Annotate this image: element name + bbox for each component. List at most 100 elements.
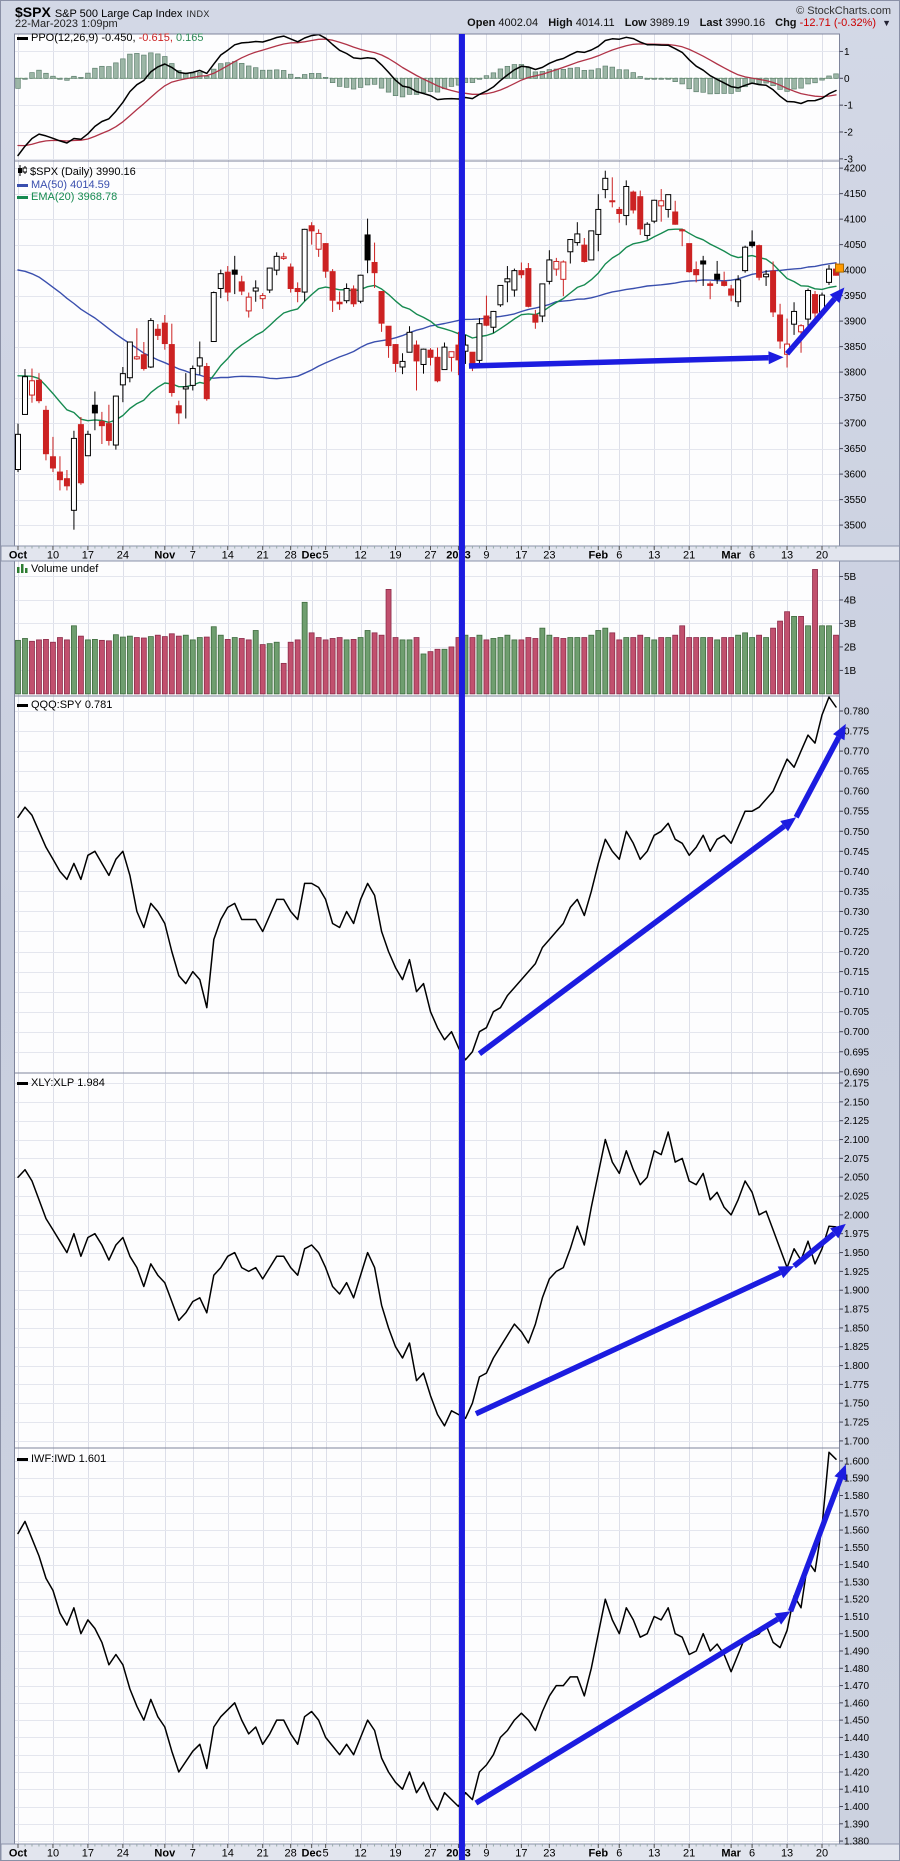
svg-text:21: 21 [683, 1848, 695, 1860]
high-label: High [548, 17, 573, 29]
svg-text:0.700: 0.700 [844, 1027, 869, 1038]
svg-text:21: 21 [257, 550, 269, 562]
svg-text:1.850: 1.850 [844, 1323, 869, 1334]
chart-datetime: 22-Mar-2023 1:09pm [15, 18, 118, 30]
svg-text:1.400: 1.400 [844, 1802, 869, 1813]
qqq-panel [14, 696, 840, 1073]
svg-text:21: 21 [257, 1848, 269, 1860]
svg-text:1.550: 1.550 [844, 1543, 869, 1554]
vol-y-axis: 5B 4B 3B 2B 1B [839, 572, 857, 677]
svg-text:0.750: 0.750 [844, 827, 869, 838]
svg-text:1.460: 1.460 [844, 1698, 869, 1709]
svg-text:0.720: 0.720 [844, 947, 869, 958]
volume-value: undef [70, 563, 99, 575]
vertical-annotation-line[interactable] [458, 34, 465, 1861]
ma50-value: 4014.59 [70, 179, 110, 191]
svg-text:1.750: 1.750 [844, 1399, 869, 1410]
svg-text:20: 20 [816, 1848, 828, 1860]
ema20-value: 3968.78 [77, 191, 118, 203]
svg-text:9: 9 [483, 550, 489, 562]
candlestick-icon [17, 165, 28, 179]
svg-text:0.710: 0.710 [844, 987, 869, 998]
iwf-iwd-title: IWF:IWD [31, 1453, 76, 1465]
svg-text:27: 27 [424, 550, 436, 562]
svg-text:1.950: 1.950 [844, 1248, 869, 1259]
qqq-spy-value: 0.781 [84, 699, 113, 711]
svg-text:13: 13 [648, 550, 660, 562]
svg-text:Oct: Oct [9, 550, 28, 562]
svg-text:20: 20 [816, 550, 828, 562]
date-axis: Oct 10 17 24 Nov 7 14 21 28 Dec 5 12 19 27 2023 9 17 23 Fe… [1, 545, 899, 562]
svg-text:3600: 3600 [844, 470, 867, 481]
svg-text:21: 21 [683, 550, 695, 562]
svg-text:2.125: 2.125 [844, 1116, 869, 1127]
ppo-title: PPO(12,26,9) [31, 32, 99, 44]
svg-text:1.380: 1.380 [844, 1837, 869, 1848]
svg-text:2.100: 2.100 [844, 1135, 869, 1146]
svg-text:1.440: 1.440 [844, 1733, 869, 1744]
svg-text:Mar: Mar [721, 550, 741, 562]
svg-text:2023: 2023 [446, 1848, 470, 1860]
chevron-down-icon[interactable]: ▼ [882, 18, 891, 28]
svg-text:1.925: 1.925 [844, 1267, 869, 1278]
svg-text:3700: 3700 [844, 419, 867, 430]
svg-text:3900: 3900 [844, 317, 867, 328]
svg-text:0.765: 0.765 [844, 767, 869, 778]
qqq-spy-title: QQQ:SPY [31, 699, 82, 711]
main-y-axis: 4200 4150 4100 4050 4000 3950 3900 3850 3800 3750… [839, 164, 867, 532]
svg-text:28: 28 [285, 1848, 297, 1860]
chg-value: -12.71 (-0.32%) [799, 17, 877, 29]
low-label: Low [624, 17, 647, 29]
svg-text:14: 14 [222, 1848, 234, 1860]
qqq-y-axis: 0.780 0.775 0.770 0.765 0.760 0.755 0.750 0.745… [839, 707, 869, 1078]
svg-text:Feb: Feb [589, 1848, 609, 1860]
svg-text:27: 27 [424, 1848, 436, 1860]
svg-text:14: 14 [222, 550, 234, 562]
xly-xlp-line-icon [17, 1081, 28, 1085]
svg-text:0.740: 0.740 [844, 867, 869, 878]
svg-text:10: 10 [47, 550, 59, 562]
svg-text:1.480: 1.480 [844, 1664, 869, 1675]
svg-text:-1: -1 [844, 101, 853, 112]
svg-text:3550: 3550 [844, 495, 867, 506]
iwf-iwd-line-icon [17, 1457, 28, 1461]
ppo-signal-value: -0.615, [138, 32, 173, 44]
xly-xlp-value: 1.984 [77, 1077, 105, 1089]
volume-bars-icon [17, 563, 28, 576]
svg-text:1B: 1B [844, 666, 857, 677]
last-label: Last [699, 17, 723, 29]
svg-text:4B: 4B [844, 595, 857, 606]
svg-text:0.725: 0.725 [844, 927, 869, 938]
ema20-line-icon [17, 195, 28, 199]
iwf-series [17, 1451, 837, 1811]
svg-text:4150: 4150 [844, 189, 867, 200]
svg-text:1.560: 1.560 [844, 1526, 869, 1537]
svg-text:23: 23 [543, 550, 555, 562]
high-value: 4014.11 [575, 17, 615, 29]
svg-text:24: 24 [117, 550, 129, 562]
svg-text:13: 13 [781, 1848, 793, 1860]
trend-arrows[interactable] [468, 287, 847, 1806]
svg-text:2023: 2023 [446, 550, 470, 562]
svg-text:4050: 4050 [844, 240, 867, 251]
svg-text:1.540: 1.540 [844, 1560, 869, 1571]
quote-strip: Open 4002.04 High 4014.11 Low 3989.19 La… [460, 17, 891, 29]
svg-text:17: 17 [515, 550, 527, 562]
svg-text:1.875: 1.875 [844, 1305, 869, 1316]
svg-text:7: 7 [190, 1848, 196, 1860]
svg-text:2.175: 2.175 [844, 1079, 869, 1090]
last-price-marker [835, 263, 844, 273]
svg-text:0.705: 0.705 [844, 1007, 869, 1018]
svg-text:1.725: 1.725 [844, 1418, 869, 1429]
svg-text:0.690: 0.690 [844, 1067, 869, 1078]
svg-text:1.450: 1.450 [844, 1716, 869, 1727]
svg-text:2.150: 2.150 [844, 1097, 869, 1108]
svg-text:13: 13 [781, 550, 793, 562]
svg-text:1.700: 1.700 [844, 1436, 869, 1447]
svg-text:19: 19 [389, 1848, 401, 1860]
exchange-label: INDX [186, 9, 210, 19]
svg-text:Feb: Feb [589, 550, 609, 562]
svg-text:19: 19 [389, 550, 401, 562]
svg-text:1.490: 1.490 [844, 1647, 869, 1658]
